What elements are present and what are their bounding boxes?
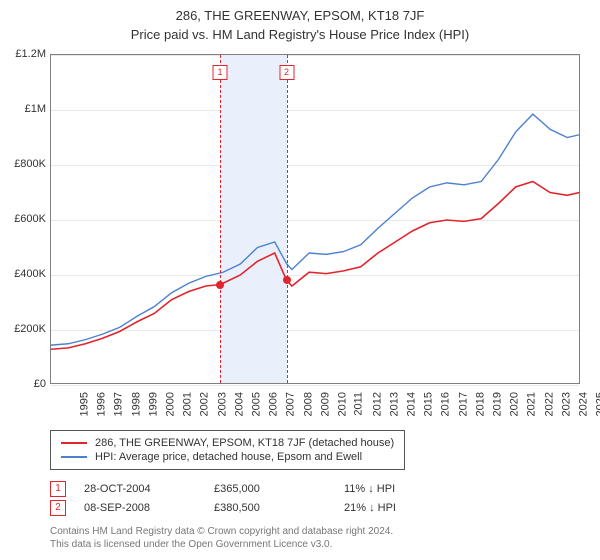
legend-item: HPI: Average price, detached house, Epso… (61, 451, 394, 463)
sale-diff: 11% ↓ HPI (344, 483, 474, 495)
chart-subtitle: Price paid vs. HM Land Registry's House … (0, 23, 600, 48)
table-row: 2 08-SEP-2008 £380,500 21% ↓ HPI (50, 500, 474, 516)
x-tick-label: 2008 (302, 392, 314, 416)
x-tick-label: 2000 (165, 392, 177, 416)
sale-marker-badge-on-chart: 2 (279, 65, 294, 80)
sale-price: £380,500 (214, 502, 344, 514)
x-tick-label: 2016 (440, 392, 452, 416)
legend-label: 286, THE GREENWAY, EPSOM, KT18 7JF (deta… (95, 437, 394, 449)
sale-marker-badge: 2 (50, 500, 66, 516)
x-tick-label: 1997 (113, 392, 125, 416)
y-tick-label: £400K (0, 268, 46, 280)
sale-marker-badge: 1 (50, 481, 66, 497)
y-tick-label: £200K (0, 323, 46, 335)
x-tick-label: 2023 (560, 392, 572, 416)
sale-marker-line (220, 55, 221, 383)
y-tick-label: £0 (0, 378, 46, 390)
chart-title: 286, THE GREENWAY, EPSOM, KT18 7JF (0, 0, 600, 23)
x-tick-label: 2012 (371, 392, 383, 416)
x-tick-label: 2002 (199, 392, 211, 416)
x-tick-label: 2017 (457, 392, 469, 416)
sale-date: 28-OCT-2004 (84, 483, 214, 495)
sale-date: 08-SEP-2008 (84, 502, 214, 514)
legend-swatch-icon (61, 456, 87, 458)
x-tick-label: 2006 (268, 392, 280, 416)
y-tick-label: £1.2M (0, 48, 46, 60)
chart-container: 286, THE GREENWAY, EPSOM, KT18 7JF Price… (0, 0, 600, 560)
x-tick-label: 1996 (96, 392, 108, 416)
sale-marker-dot (283, 276, 291, 284)
x-tick-label: 2001 (182, 392, 194, 416)
table-row: 1 28-OCT-2004 £365,000 11% ↓ HPI (50, 481, 474, 497)
sale-diff: 21% ↓ HPI (344, 502, 474, 514)
x-tick-label: 2020 (509, 392, 521, 416)
legend-swatch-icon (61, 442, 87, 444)
x-tick-label: 2015 (423, 392, 435, 416)
x-tick-label: 2003 (216, 392, 228, 416)
sales-table: 1 28-OCT-2004 £365,000 11% ↓ HPI 2 08-SE… (50, 478, 474, 519)
x-tick-label: 2011 (353, 392, 365, 416)
x-tick-label: 1999 (147, 392, 159, 416)
x-tick-label: 1995 (78, 392, 90, 416)
plot-area: 12 (50, 54, 580, 384)
legend: 286, THE GREENWAY, EPSOM, KT18 7JF (deta… (50, 430, 405, 470)
y-tick-label: £600K (0, 213, 46, 225)
sale-marker-badge-on-chart: 1 (212, 65, 227, 80)
x-tick-label: 2019 (491, 392, 503, 416)
chart-lines (51, 55, 581, 385)
x-tick-label: 2025 (595, 392, 600, 416)
x-tick-label: 2018 (474, 392, 486, 416)
series-line-hpi (51, 114, 579, 345)
x-tick-label: 2024 (578, 392, 590, 416)
attribution-line: This data is licensed under the Open Gov… (50, 539, 393, 552)
x-tick-label: 2021 (526, 392, 538, 416)
attribution-line: Contains HM Land Registry data © Crown c… (50, 526, 393, 539)
y-tick-label: £800K (0, 158, 46, 170)
x-tick-label: 2010 (337, 392, 349, 416)
sale-price: £365,000 (214, 483, 344, 495)
legend-item: 286, THE GREENWAY, EPSOM, KT18 7JF (deta… (61, 437, 394, 449)
sale-marker-dot (216, 281, 224, 289)
x-tick-label: 1998 (130, 392, 142, 416)
x-tick-label: 2004 (233, 392, 245, 416)
x-tick-label: 2009 (319, 392, 331, 416)
y-tick-label: £1M (0, 103, 46, 115)
x-tick-label: 2013 (388, 392, 400, 416)
attribution: Contains HM Land Registry data © Crown c… (50, 526, 393, 551)
sale-marker-line (287, 55, 288, 383)
legend-label: HPI: Average price, detached house, Epso… (95, 451, 362, 463)
x-tick-label: 2022 (543, 392, 555, 416)
x-tick-label: 2005 (251, 392, 263, 416)
x-tick-label: 2007 (285, 392, 297, 416)
x-tick-label: 2014 (405, 392, 417, 416)
series-line-property (51, 182, 579, 350)
